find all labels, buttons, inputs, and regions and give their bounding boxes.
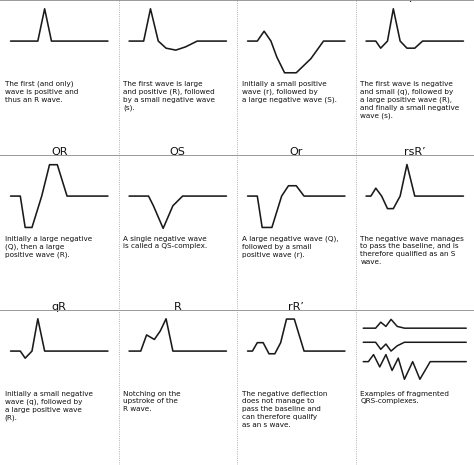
Title: R: R bbox=[174, 302, 182, 312]
Text: Initially a small negative
wave (q), followed by
a large positive wave
(R).: Initially a small negative wave (q), fol… bbox=[5, 391, 93, 421]
Title: QR: QR bbox=[51, 147, 67, 157]
Text: Initially a large negative
(Q), then a large
positive wave (R).: Initially a large negative (Q), then a l… bbox=[5, 236, 92, 258]
Text: The negative wave manages
to pass the baseline, and is
therefore qualified as an: The negative wave manages to pass the ba… bbox=[360, 236, 464, 265]
Text: A single negative wave
is called a QS-complex.: A single negative wave is called a QS-co… bbox=[123, 236, 207, 249]
Title: qR: qR bbox=[52, 302, 67, 312]
Text: The first wave is negative
and small (q), followed by
a large positive wave (R),: The first wave is negative and small (q)… bbox=[360, 80, 459, 119]
Text: A large negative wave (Q),
followed by a small
positive wave (r).: A large negative wave (Q), followed by a… bbox=[242, 236, 338, 258]
Title: qRs: qRs bbox=[404, 0, 425, 2]
Title: QS: QS bbox=[170, 147, 186, 157]
Text: The first wave is large
and positive (R), followed
by a small negative wave
(s).: The first wave is large and positive (R)… bbox=[123, 80, 215, 111]
Text: Examples of fragmented
QRS-complexes.: Examples of fragmented QRS-complexes. bbox=[360, 391, 449, 405]
Title: rS: rS bbox=[291, 0, 302, 2]
Text: The negative deflection
does not manage to
pass the baseline and
can therefore q: The negative deflection does not manage … bbox=[242, 391, 327, 428]
Title: Rs: Rs bbox=[171, 0, 184, 2]
Text: Initially a small positive
wave (r), followed by
a large negative wave (S).: Initially a small positive wave (r), fol… bbox=[242, 80, 337, 103]
Title: R: R bbox=[55, 0, 63, 2]
Title: rsR’: rsR’ bbox=[404, 147, 426, 157]
Text: The first (and only)
wave is positive and
thus an R wave.: The first (and only) wave is positive an… bbox=[5, 80, 78, 103]
Text: Notching on the
upstroke of the
R wave.: Notching on the upstroke of the R wave. bbox=[123, 391, 181, 412]
Title: rR’: rR’ bbox=[288, 302, 304, 312]
Title: Qr: Qr bbox=[290, 147, 303, 157]
